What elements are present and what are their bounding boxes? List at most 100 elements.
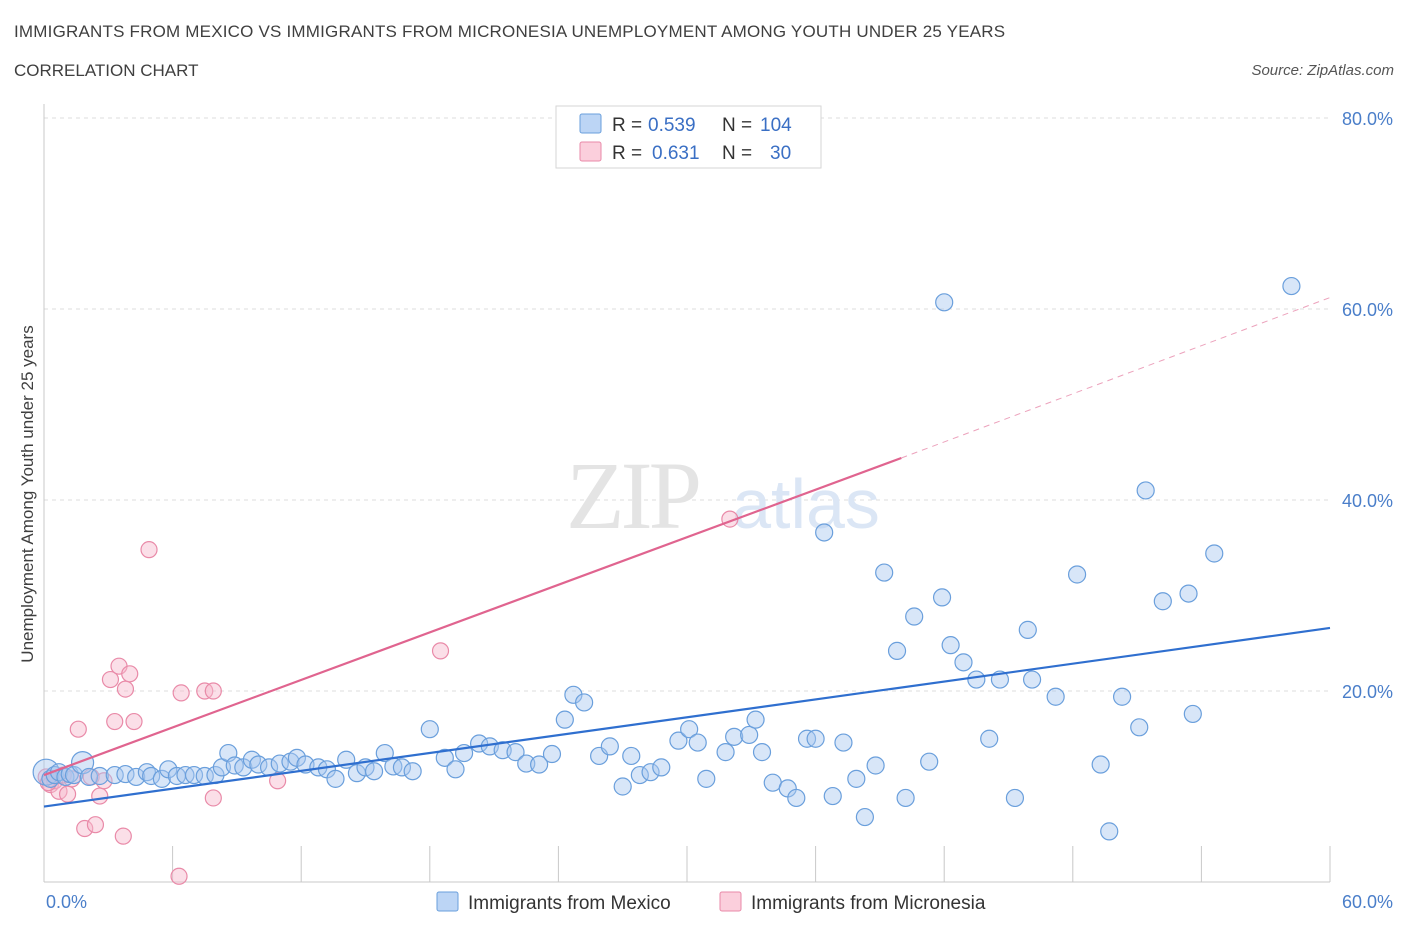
mexico-point: [1112, 687, 1132, 706]
mexico-point: [932, 588, 952, 607]
micronesia-point: [106, 712, 124, 731]
mexico-point: [967, 670, 986, 689]
mexico-point: [688, 733, 707, 752]
legend-n-value-mexico: 104: [760, 115, 792, 136]
mexico-point: [954, 653, 973, 672]
micronesia-point: [172, 684, 190, 702]
mexico-point: [392, 758, 412, 777]
mexico-point: [1179, 584, 1198, 603]
bottom-legend-label-mexico: Immigrants from Mexico: [468, 893, 671, 914]
watermark: ZIP atlas: [566, 442, 880, 549]
bottom-legend-label-micronesia: Immigrants from Micronesia: [751, 893, 986, 914]
micronesia-point: [170, 867, 188, 885]
mexico-trendline: [43, 626, 1331, 808]
micronesia-point: [431, 642, 450, 660]
y-tick-label: 20.0%: [1342, 682, 1393, 702]
trendlines: [43, 297, 1331, 808]
mexico-point: [622, 746, 641, 766]
mexico-point: [142, 766, 161, 786]
axes: [43, 104, 1331, 883]
mexico-point: [575, 693, 594, 712]
micronesia-point: [91, 787, 109, 805]
y-tick-label: 60.0%: [1342, 300, 1393, 320]
mexico-point: [613, 777, 632, 796]
mexico-point: [725, 727, 744, 746]
series-legend: Immigrants from Mexico Immigrants from M…: [436, 891, 986, 914]
mexico-point: [740, 725, 759, 745]
mexico-point: [887, 641, 907, 660]
mexico-point: [1022, 670, 1042, 689]
legend-r-value-micronesia: 0.631: [652, 143, 700, 164]
mexico-point: [1100, 822, 1119, 841]
y-tick-label: 40.0%: [1342, 491, 1393, 511]
mexico-point: [935, 293, 954, 312]
bottom-legend-swatch-mexico: [436, 891, 459, 912]
mexico-point: [941, 636, 960, 655]
mexico-point: [752, 743, 772, 762]
mexico-point: [1282, 276, 1301, 296]
micronesia-point: [121, 665, 139, 683]
y-tick-label: 80.0%: [1342, 109, 1393, 129]
mexico-point: [1091, 755, 1110, 774]
mexico-point: [680, 720, 699, 739]
mexico-point: [1130, 718, 1149, 737]
micronesia-point: [269, 772, 287, 790]
mexico-point: [980, 729, 999, 748]
mexico-point: [364, 762, 384, 781]
mexico-point: [630, 765, 649, 785]
mexico-point: [866, 756, 885, 775]
mexico-point: [815, 523, 834, 542]
micronesia-point: [114, 827, 132, 845]
mexico-point: [905, 607, 924, 626]
micronesia-point: [116, 680, 135, 698]
tick-labels: 20.0% 40.0% 60.0% 80.0% 0.0% 60.0%: [46, 109, 1393, 912]
mexico-point: [1205, 544, 1224, 563]
mexico-point: [375, 743, 394, 763]
mexico-point: [446, 760, 465, 779]
mexico-point: [530, 755, 549, 774]
mexico-point: [875, 563, 894, 582]
micronesia-point: [69, 720, 87, 738]
legend-r-label-mexico: R =: [612, 115, 642, 136]
mexico-point: [746, 710, 765, 729]
micronesia-points: [37, 510, 739, 885]
mexico-point: [420, 720, 439, 739]
x-tick-label: 60.0%: [1342, 892, 1393, 912]
mexico-point: [116, 764, 135, 784]
micronesia-trendline-extension: [901, 297, 1331, 459]
mexico-point: [806, 729, 825, 748]
mexico-point: [127, 767, 146, 787]
micronesia-point: [125, 712, 143, 731]
mexico-point: [403, 762, 422, 781]
micronesia-point: [76, 819, 94, 838]
legend-r-label-micronesia: R =: [612, 143, 642, 164]
mexico-point: [834, 733, 853, 752]
mexico-point: [652, 758, 671, 777]
mexico-point: [641, 763, 660, 782]
mexico-point: [1136, 481, 1155, 500]
mexico-points: [32, 276, 1301, 841]
mexico-point: [787, 788, 806, 808]
micronesia-point: [86, 816, 105, 834]
chart-source: Source: ZipAtlas.com: [1251, 62, 1394, 79]
micronesia-point: [204, 682, 222, 700]
mexico-point: [600, 737, 619, 756]
legend-swatch-mexico: [579, 113, 602, 134]
mexico-point: [1018, 620, 1037, 639]
mexico-point: [1046, 687, 1065, 706]
bottom-legend-swatch-micronesia: [719, 891, 742, 912]
mexico-point: [823, 786, 842, 806]
mexico-point: [716, 743, 735, 762]
micronesia-point: [101, 670, 120, 689]
chart-subtitle: CORRELATION CHART: [14, 61, 199, 80]
mexico-point: [249, 755, 268, 774]
watermark-atlas: atlas: [732, 465, 880, 543]
legend-n-value-micronesia: 30: [770, 143, 791, 164]
micronesia-point: [204, 789, 222, 807]
legend-swatch-micronesia: [579, 141, 602, 162]
legend-n-label-micronesia: N =: [722, 143, 752, 164]
watermark-zip: ZIP: [566, 442, 699, 549]
mexico-point: [555, 710, 574, 729]
micronesia-point: [140, 541, 158, 559]
